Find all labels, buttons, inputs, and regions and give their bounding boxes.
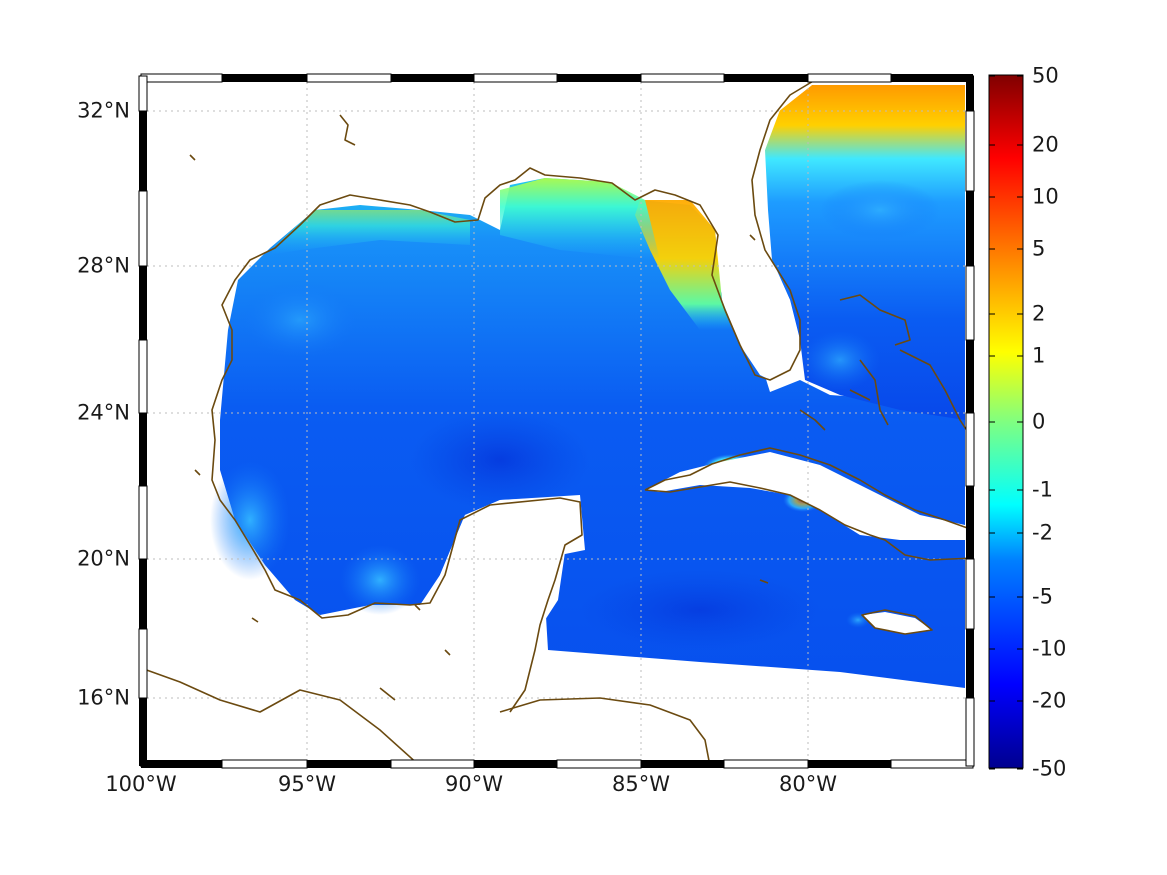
lon-label-85w: 85°W xyxy=(612,772,670,796)
colorbar-label-neg5: -5 xyxy=(1032,584,1053,609)
lon-label-80w: 80°W xyxy=(779,772,837,796)
graticule xyxy=(141,76,973,766)
lat-label-28n: 28°N xyxy=(77,253,130,278)
coastline-jamaica xyxy=(861,609,933,635)
lat-label-32n: 32°N xyxy=(77,98,130,123)
land-yucatan xyxy=(428,496,582,700)
texas-coast-band xyxy=(270,210,470,255)
colorbar-label-neg50: -50 xyxy=(1032,756,1067,781)
dark-patch xyxy=(580,570,820,650)
coastlines xyxy=(140,79,974,767)
colorbar-label-20: 20 xyxy=(1032,132,1059,157)
cyan-patch xyxy=(820,180,940,240)
cyan-patch xyxy=(800,330,880,390)
coastline-honduras xyxy=(499,697,711,767)
colorbar-label-neg2: -2 xyxy=(1032,520,1053,545)
cyan-patch xyxy=(340,545,420,615)
colorbar-label-neg10: -10 xyxy=(1032,636,1067,661)
coastline-cuba xyxy=(644,447,974,561)
atlantic-field xyxy=(765,85,965,420)
lat-label-20n: 20°N xyxy=(77,546,130,571)
cyan-patch xyxy=(240,280,360,360)
colorbar-label-neg20: -20 xyxy=(1032,688,1067,713)
colorbar-label-0: 0 xyxy=(1032,409,1046,434)
colorbar-label-neg1: -1 xyxy=(1032,477,1053,502)
dark-patch xyxy=(410,410,590,510)
coastline-islands xyxy=(189,114,769,701)
colorbar-ticks xyxy=(989,75,1023,770)
lon-label-90w: 90°W xyxy=(445,772,503,796)
florida-shelf-anomaly xyxy=(635,200,740,330)
lon-label-100w: 100°W xyxy=(105,772,177,796)
coastline-bahamas xyxy=(799,294,974,441)
lat-label-16n: 16°N xyxy=(77,685,130,710)
lon-label-95w: 95°W xyxy=(278,772,336,796)
colorbar-label-50: 50 xyxy=(1032,63,1059,88)
colorbar-label-5: 5 xyxy=(1032,236,1046,261)
coastline-gulf xyxy=(211,79,816,713)
data-field xyxy=(210,85,965,700)
colorbar-label-10: 10 xyxy=(1032,184,1059,209)
colorbar-label-2: 2 xyxy=(1032,301,1046,326)
lat-label-24n: 24°N xyxy=(77,400,130,425)
coastline-central-america xyxy=(140,667,421,767)
colorbar-label-1: 1 xyxy=(1032,343,1046,368)
land-cuba xyxy=(645,452,965,540)
map-frame xyxy=(138,73,975,769)
cyan-patch xyxy=(210,460,290,580)
north-coast-band xyxy=(500,178,660,260)
